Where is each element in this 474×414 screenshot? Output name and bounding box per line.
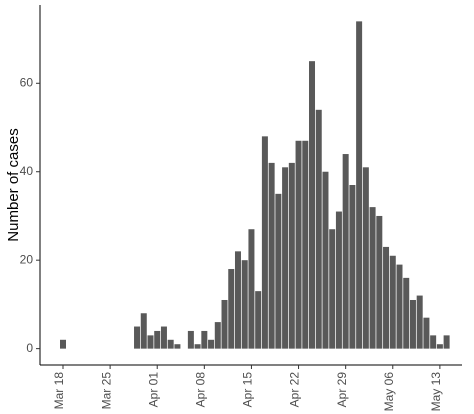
- bar: [255, 291, 262, 349]
- bar: [389, 255, 396, 349]
- bar: [147, 335, 154, 349]
- bar: [436, 344, 443, 349]
- bar: [160, 326, 167, 349]
- bar: [430, 335, 437, 349]
- bar: [403, 277, 410, 349]
- bar: [228, 269, 235, 349]
- x-tick-label: Apr 08: [194, 372, 208, 408]
- bar: [356, 21, 363, 349]
- y-axis-title: Number of cases: [5, 128, 22, 241]
- bar: [174, 344, 181, 349]
- y-tick-label: 0: [26, 341, 33, 355]
- bar: [322, 171, 329, 349]
- x-tick-label: Apr 01: [146, 372, 160, 408]
- bar: [134, 326, 141, 349]
- bar: [288, 162, 295, 349]
- bar: [369, 207, 376, 349]
- y-tick-label: 20: [20, 252, 34, 266]
- bar: [349, 185, 356, 349]
- bar: [241, 260, 248, 349]
- bar: [302, 140, 309, 349]
- bar: [309, 61, 316, 349]
- x-tick-label: Mar 18: [52, 372, 66, 410]
- bar: [60, 339, 66, 349]
- y-tick-label: 40: [20, 164, 34, 178]
- bar: [409, 299, 416, 349]
- bar: [140, 313, 147, 349]
- bar: [234, 251, 241, 349]
- bar: [201, 330, 208, 349]
- y-tick-label: 60: [20, 75, 34, 89]
- x-tick-label: Apr 22: [288, 372, 302, 408]
- bar: [187, 330, 194, 349]
- bar: [154, 330, 161, 349]
- x-tick-label: Apr 29: [335, 372, 349, 408]
- bar: [268, 162, 275, 349]
- x-tick-label: May 06: [382, 372, 396, 412]
- bar: [194, 344, 201, 349]
- bar: [167, 339, 174, 349]
- bar: [214, 322, 221, 349]
- x-tick-label: Apr 15: [241, 372, 255, 408]
- bar: [383, 246, 390, 349]
- bar: [362, 167, 369, 349]
- bar: [282, 167, 289, 349]
- bar: [315, 109, 322, 349]
- bar: [295, 140, 302, 349]
- bar: [423, 317, 430, 349]
- bar: [248, 229, 255, 349]
- bar: [342, 154, 349, 349]
- bar: [261, 136, 268, 349]
- bar: [396, 264, 403, 349]
- x-tick-label: May 13: [429, 372, 443, 412]
- bar: [376, 215, 383, 349]
- bar: [208, 339, 215, 349]
- bar: [335, 211, 342, 349]
- bar: [221, 299, 228, 349]
- bar: [416, 295, 423, 349]
- bar: [443, 335, 450, 349]
- bar: [275, 193, 282, 349]
- bar: [329, 229, 336, 349]
- x-tick-label: Mar 25: [99, 372, 113, 410]
